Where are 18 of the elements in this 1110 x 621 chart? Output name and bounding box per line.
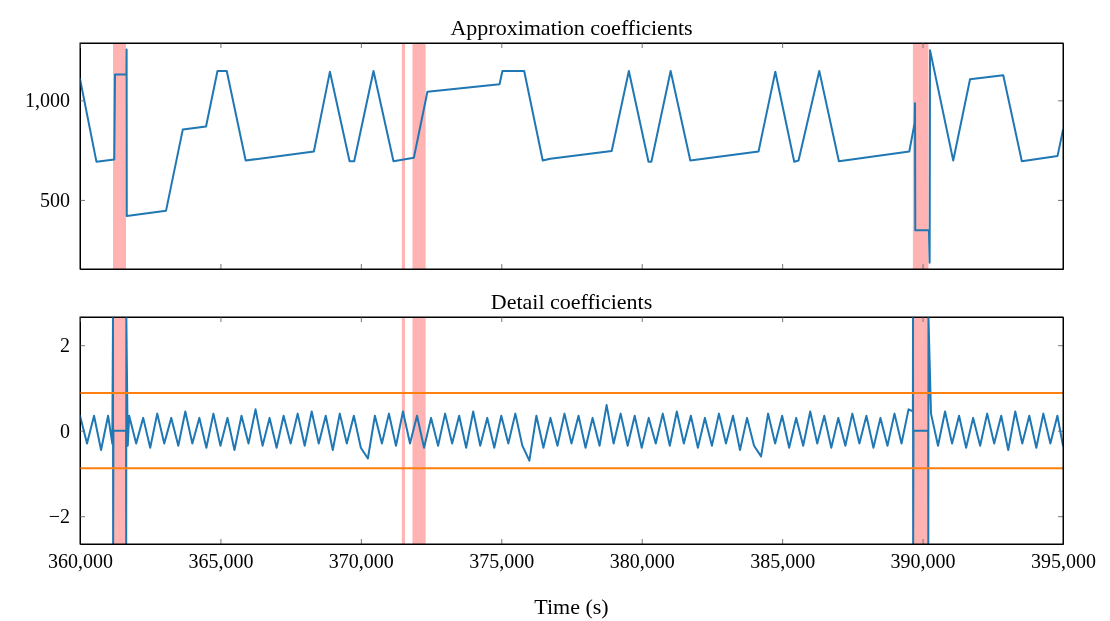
y-tick-label: 0 xyxy=(60,419,70,442)
line-series xyxy=(80,317,1063,544)
chart-title: Approximation coefficients xyxy=(450,15,693,40)
x-tick-label: 380,000 xyxy=(609,550,675,573)
y-tick-label: 1,000 xyxy=(25,89,70,112)
chart-title: Detail coefficients xyxy=(490,289,653,314)
x-tick-label: 385,000 xyxy=(750,550,816,573)
x-tick-label: 360,000 xyxy=(48,550,113,573)
x-tick-label: 395,000 xyxy=(1031,550,1096,573)
x-tick-label: 365,000 xyxy=(188,550,254,573)
x-axis-title: Time (s) xyxy=(534,594,609,619)
y-tick-label: 500 xyxy=(40,188,70,211)
y-tick-label: 2 xyxy=(60,334,70,357)
line-series xyxy=(80,48,1063,264)
x-tick-label: 370,000 xyxy=(328,550,394,573)
y-tick-label: −2 xyxy=(48,505,70,528)
x-tick-label: 375,000 xyxy=(469,550,535,573)
x-tick-label: 390,000 xyxy=(890,550,956,573)
